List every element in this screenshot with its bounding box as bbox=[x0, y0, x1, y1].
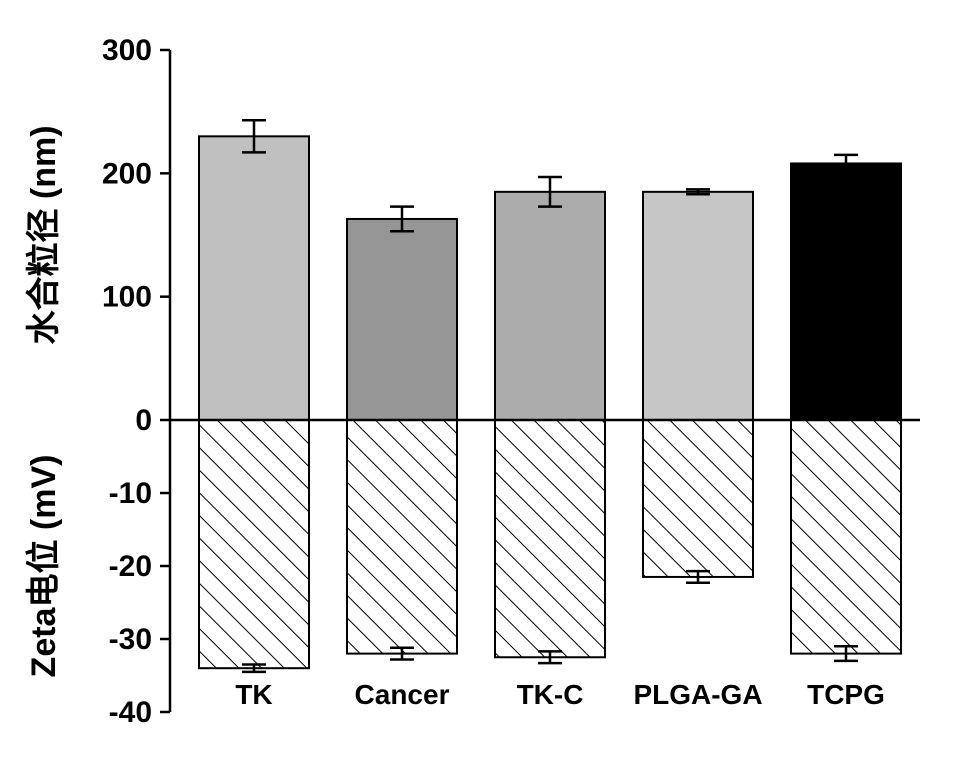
y-axis-label-bottom: Zeta电位 (mV) bbox=[25, 455, 63, 678]
ytick-bottom--30: -30 bbox=[109, 623, 152, 656]
bar-top-Cancer bbox=[347, 219, 457, 420]
bar-top-TK-C bbox=[495, 192, 605, 420]
bar-bottom-TK bbox=[199, 420, 309, 668]
bar-top-PLGA-GA bbox=[643, 192, 753, 420]
bar-bottom-TK-C bbox=[495, 420, 605, 657]
ytick-top-100: 100 bbox=[102, 281, 152, 314]
category-label-PLGA-GA: PLGA-GA bbox=[633, 679, 762, 710]
bar-bottom-Cancer bbox=[347, 420, 457, 654]
bar-chart-svg: TK Cancer TK-C PLGA-GA TCPG 0 100 200 300 -10 -20 -… bbox=[20, 20, 935, 754]
category-label-TK: TK bbox=[235, 679, 272, 710]
bar-bottom-TCPG bbox=[791, 420, 901, 654]
chart-container: TK Cancer TK-C PLGA-GA TCPG 0 100 200 300 -10 -20 -… bbox=[20, 20, 935, 754]
category-label-TK-C: TK-C bbox=[517, 679, 584, 710]
ytick-top-0: 0 bbox=[135, 404, 152, 437]
category-label-TCPG: TCPG bbox=[807, 679, 885, 710]
bar-top-TK bbox=[199, 136, 309, 420]
ytick-top-200: 200 bbox=[102, 157, 152, 190]
ytick-top-300: 300 bbox=[102, 34, 152, 67]
bar-bottom-PLGA-GA bbox=[643, 420, 753, 577]
y-axis-label-top: 水合粒径 (nm) bbox=[25, 125, 63, 344]
ytick-bottom--40: -40 bbox=[109, 696, 152, 729]
bar-top-TCPG bbox=[791, 163, 901, 420]
ytick-bottom--10: -10 bbox=[109, 477, 152, 510]
category-label-Cancer: Cancer bbox=[355, 679, 450, 710]
ytick-bottom--20: -20 bbox=[109, 550, 152, 583]
